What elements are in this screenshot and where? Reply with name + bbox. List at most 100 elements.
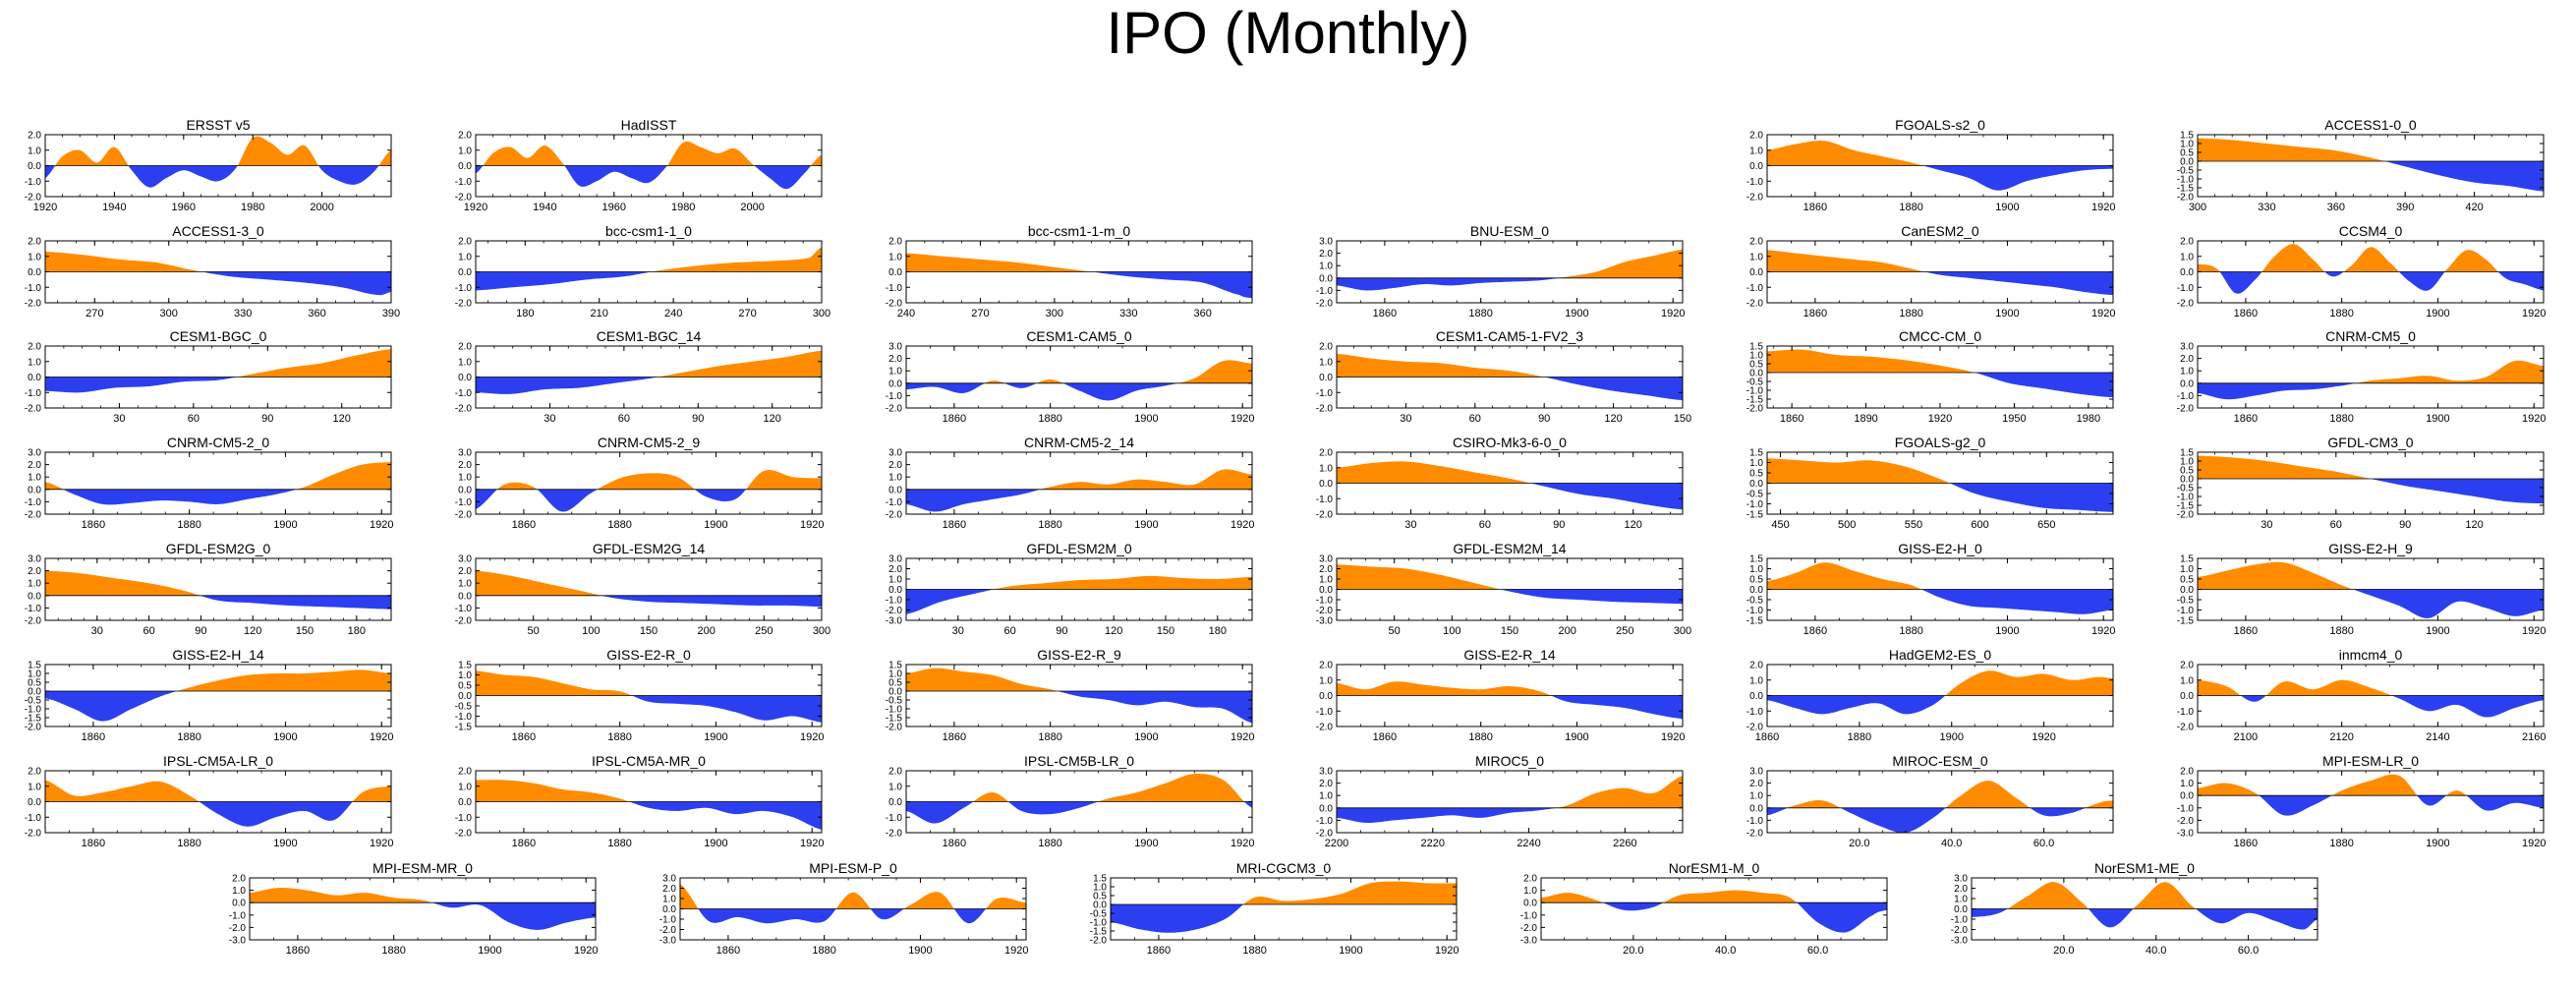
x-tick-label: 60 bbox=[2330, 519, 2342, 531]
x-tick-label: 120 bbox=[1625, 519, 1642, 531]
x-tick-label: 1860 bbox=[1803, 625, 1827, 637]
y-tick-label: 0.0 bbox=[2180, 585, 2194, 596]
positive-area bbox=[2198, 679, 2544, 696]
y-tick-label: -0.5 bbox=[1746, 596, 1764, 607]
y-tick-label: -1.0 bbox=[2177, 175, 2195, 186]
x-tick-label: 300 bbox=[813, 308, 830, 320]
panel-title: IPSL-CM5A-MR_0 bbox=[592, 753, 706, 769]
x-tick-label: 300 bbox=[1674, 625, 1691, 637]
y-tick-label: -1.0 bbox=[659, 915, 677, 926]
y-tick-label: 0.0 bbox=[2180, 267, 2194, 278]
x-tick-label: 2160 bbox=[2522, 731, 2546, 743]
x-tick-label: 2200 bbox=[1325, 838, 1348, 849]
plot-frame bbox=[905, 345, 1253, 409]
y-tick-label: -2.0 bbox=[25, 404, 42, 415]
x-tick-label: 30 bbox=[91, 625, 103, 637]
y-tick-label: 2.0 bbox=[2180, 354, 2194, 365]
x-tick-label: 1880 bbox=[1848, 731, 1871, 743]
x-tick-label: 30 bbox=[2261, 519, 2272, 531]
negative-area bbox=[1337, 807, 1683, 823]
y-tick-label: -1.0 bbox=[2177, 707, 2195, 718]
y-tick-label: 1.5 bbox=[2180, 554, 2194, 565]
x-tick-label: 60.0 bbox=[2238, 945, 2259, 957]
x-tick-label: 1860 bbox=[1373, 308, 1397, 320]
panel-title: GFDL-ESM2G_0 bbox=[166, 541, 271, 556]
x-tick-label: 1920 bbox=[370, 731, 393, 743]
y-tick-label: 1.5 bbox=[1093, 874, 1107, 885]
plot-frame bbox=[2197, 770, 2545, 834]
y-tick-label: 1.5 bbox=[1749, 448, 1763, 459]
y-tick-label: -1.5 bbox=[1090, 927, 1108, 938]
positive-area bbox=[2198, 774, 2544, 796]
y-tick-label: 0.0 bbox=[888, 687, 902, 698]
negative-area bbox=[476, 695, 822, 723]
y-tick-label: 0.5 bbox=[1749, 575, 1763, 586]
y-tick-label: 0.0 bbox=[888, 267, 902, 278]
y-tick-label: 1.0 bbox=[1319, 575, 1333, 586]
negative-area bbox=[2259, 795, 2544, 816]
x-tick-label: 1920 bbox=[2522, 625, 2546, 637]
x-tick-label: 1920 bbox=[800, 519, 824, 531]
negative-area bbox=[1972, 908, 2318, 930]
x-tick-label: 1920 bbox=[1231, 519, 1254, 531]
y-tick-label: 1.0 bbox=[888, 252, 902, 262]
y-tick-label: -3.0 bbox=[1520, 936, 1538, 947]
x-tick-label: 1940 bbox=[533, 202, 556, 213]
y-tick-label: -2.0 bbox=[2177, 193, 2195, 203]
positive-area bbox=[2198, 138, 2544, 161]
x-tick-label: 1860 bbox=[943, 838, 966, 849]
x-tick-label: 1920 bbox=[1928, 413, 1952, 425]
x-tick-label: 60.0 bbox=[2033, 838, 2054, 849]
x-tick-label: 300 bbox=[160, 308, 178, 320]
y-tick-label: 0.0 bbox=[1093, 901, 1107, 911]
y-tick-label: 2.0 bbox=[232, 874, 246, 885]
plot-frame bbox=[905, 451, 1253, 515]
y-tick-label: 2.0 bbox=[458, 460, 472, 471]
plot-frame bbox=[44, 451, 392, 515]
y-tick-label: -1.5 bbox=[1746, 510, 1764, 521]
y-tick-label: 0.0 bbox=[1954, 904, 1968, 915]
positive-area bbox=[45, 136, 391, 166]
negative-area bbox=[2198, 271, 2544, 294]
y-tick-label: 1.0 bbox=[1749, 564, 1763, 575]
positive-area bbox=[1559, 249, 1683, 278]
x-tick-label: 1880 bbox=[1038, 413, 1061, 425]
x-tick-label: 2140 bbox=[2426, 731, 2449, 743]
negative-area bbox=[680, 908, 1026, 924]
plot-frame bbox=[1540, 877, 1888, 941]
y-tick-label: 1.0 bbox=[2180, 140, 2194, 150]
x-tick-label: 180 bbox=[516, 308, 534, 320]
y-tick-label: 1.0 bbox=[458, 579, 472, 590]
x-tick-label: 150 bbox=[1501, 625, 1518, 637]
x-tick-label: 1920 bbox=[33, 202, 57, 213]
panel: bcc-csm1-1_0 2.0 1.0 0.0 -1.0 -2.0 180 210 240 27… bbox=[455, 223, 830, 320]
x-tick-label: 1980 bbox=[2077, 413, 2100, 425]
negative-area bbox=[1767, 589, 2113, 614]
panel: IPSL-CM5B-LR_0 2.0 1.0 0.0 -1.0 -2.0 1860 1880 1… bbox=[886, 753, 1255, 849]
y-tick-label: 2.0 bbox=[28, 237, 41, 248]
panel-title: GFDL-CM3_0 bbox=[2327, 435, 2413, 450]
y-tick-label: -1.0 bbox=[1316, 286, 1334, 297]
y-tick-label: 2.0 bbox=[662, 884, 676, 895]
x-tick-label: 30 bbox=[544, 413, 555, 425]
y-tick-label: 1.0 bbox=[2180, 779, 2194, 789]
y-tick-label: 1.5 bbox=[2180, 131, 2194, 142]
plot-frame bbox=[1110, 877, 1458, 941]
panel-title: MRI-CGCM3_0 bbox=[1236, 860, 1332, 876]
y-tick-label: 1.0 bbox=[232, 886, 246, 897]
panel: GFDL-ESM2M_14 3.02.01.00.0-1.0-2.0-3.0 50 1… bbox=[1316, 541, 1691, 637]
x-tick-label: 1900 bbox=[1565, 731, 1588, 743]
y-tick-label: 3.0 bbox=[1319, 767, 1333, 778]
negative-area bbox=[45, 377, 391, 393]
x-tick-label: 1900 bbox=[704, 519, 727, 531]
panel-title: CNRM-CM5-2_9 bbox=[598, 435, 700, 450]
negative-area bbox=[906, 489, 1252, 512]
x-tick-label: 60 bbox=[188, 413, 200, 425]
negative-area bbox=[906, 589, 1252, 614]
y-tick-label: 0.0 bbox=[1749, 479, 1763, 490]
y-tick-label: -2.0 bbox=[455, 616, 473, 627]
positive-area bbox=[1787, 781, 2113, 808]
x-tick-label: 1900 bbox=[704, 838, 727, 849]
y-tick-label: 0.0 bbox=[28, 373, 41, 383]
